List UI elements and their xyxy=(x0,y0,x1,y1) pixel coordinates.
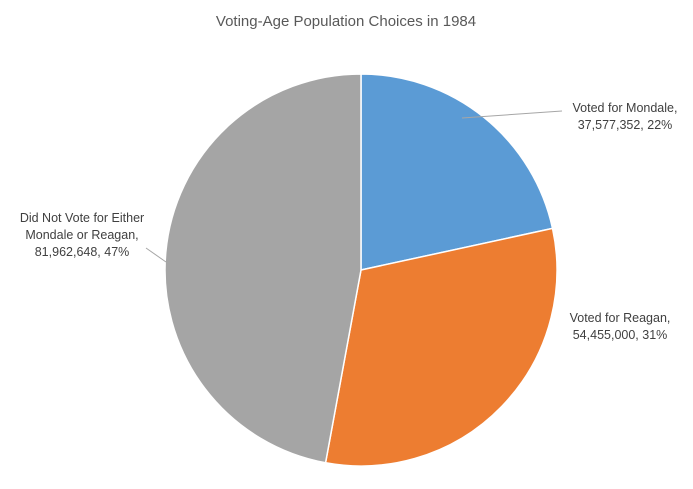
leader-line-1 xyxy=(461,110,563,119)
pie-slice-3 xyxy=(164,73,362,464)
data-label-line: 81,962,648, 47% xyxy=(35,245,130,259)
data-label-line: Did Not Vote for Either xyxy=(20,211,144,225)
chart-title: Voting-Age Population Choices in 1984 xyxy=(216,13,476,30)
data-label-line: Voted for Reagan, xyxy=(570,311,671,325)
data-label-1: Voted for Mondale, 37,577,352, 22% xyxy=(573,101,678,132)
data-labels: Voted for Mondale, 37,577,352, 22%Voted f… xyxy=(20,101,678,342)
data-label-3: Did Not Vote for Either Mondale or Reagan… xyxy=(20,211,144,259)
leader-lines xyxy=(145,110,563,263)
leader-line-3 xyxy=(145,247,167,263)
data-label-2: Voted for Reagan, 54,455,000, 31% xyxy=(570,311,671,342)
data-label-line: 54,455,000, 31% xyxy=(573,328,668,342)
pie-slice-1 xyxy=(360,73,554,271)
data-label-line: Mondale or Reagan, xyxy=(25,228,138,242)
data-label-line: Voted for Mondale, xyxy=(573,101,678,115)
pie-slices xyxy=(164,73,558,467)
pie-slice-2 xyxy=(324,227,558,467)
data-label-line: 37,577,352, 22% xyxy=(578,118,673,132)
